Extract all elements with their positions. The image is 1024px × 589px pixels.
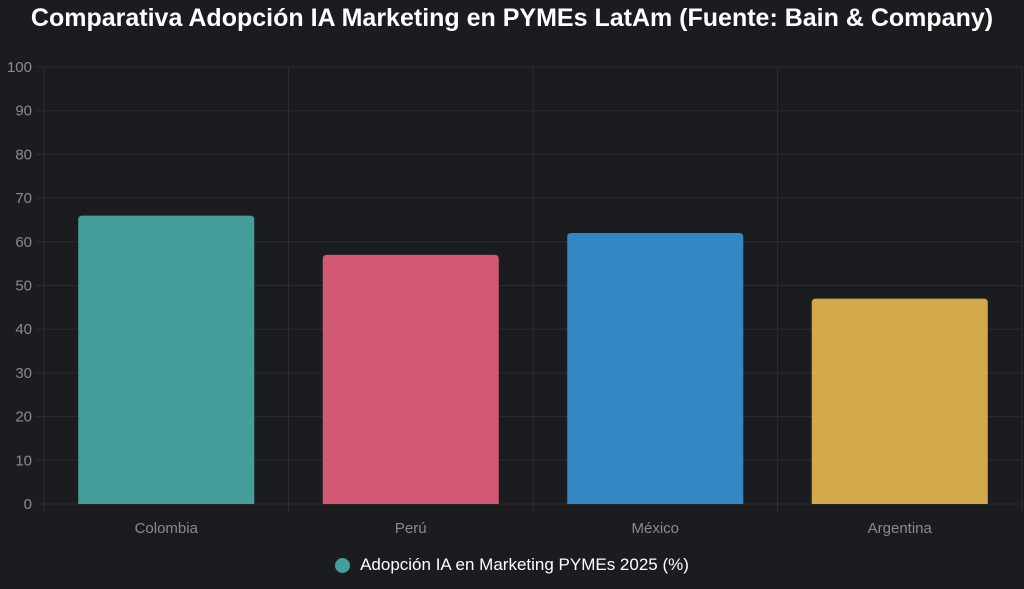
legend-label: Adopción IA en Marketing PYMEs 2025 (%) (360, 555, 689, 574)
y-tick-label: 20 (15, 409, 32, 426)
x-tick-label: Argentina (868, 520, 933, 537)
x-tick-label: Colombia (135, 520, 199, 537)
y-tick-label: 0 (24, 496, 32, 513)
x-tick-label: México (631, 520, 679, 537)
y-tick-label: 90 (15, 103, 32, 120)
bar-perú[interactable] (322, 254, 499, 504)
y-tick-label: 40 (15, 321, 32, 338)
x-tick-label: Perú (395, 520, 427, 537)
legend-marker (335, 557, 351, 573)
y-tick-label: 70 (15, 190, 32, 207)
bar-colombia[interactable] (78, 215, 255, 504)
y-tick-label: 100 (7, 59, 32, 76)
y-tick-label: 60 (15, 234, 32, 251)
bar-argentina[interactable] (811, 298, 988, 504)
bar-méxico[interactable] (567, 233, 744, 504)
y-tick-label: 30 (15, 365, 32, 382)
y-tick-label: 10 (15, 452, 32, 469)
chart-title: Comparativa Adopción IA Marketing en PYM… (30, 4, 994, 32)
y-tick-label: 50 (15, 278, 32, 295)
y-tick-label: 80 (15, 146, 32, 163)
legend[interactable]: Adopción IA en Marketing PYMEs 2025 (%) (0, 555, 1024, 575)
